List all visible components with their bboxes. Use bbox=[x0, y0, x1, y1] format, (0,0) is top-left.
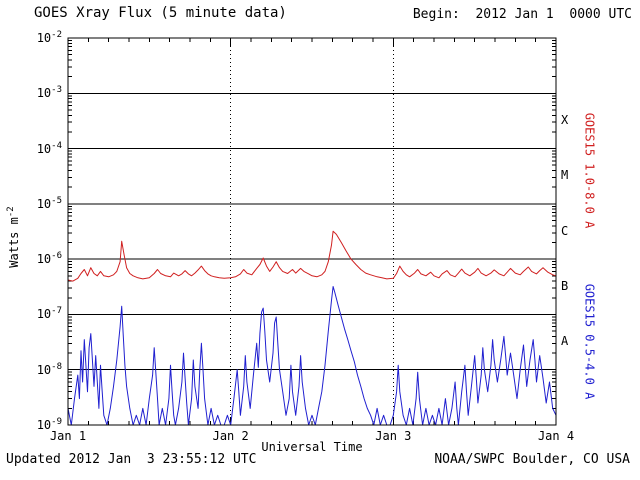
begin-label: Begin: 2012 Jan 1 0000 UTC bbox=[412, 7, 632, 22]
legend-red-goes15-long: GOES15 1.0-8.0 A bbox=[582, 112, 597, 229]
y-tick-label: 10-3 bbox=[36, 85, 62, 101]
x-tick-label: Jan 1 bbox=[49, 429, 87, 443]
plot-border bbox=[67, 37, 557, 426]
y-tick-label: 10-6 bbox=[36, 251, 62, 267]
x-tick-label: Jan 4 bbox=[537, 429, 575, 443]
class-band-label-b: B bbox=[561, 278, 569, 293]
class-band-label-a: A bbox=[561, 334, 569, 349]
y-tick-label: 10-4 bbox=[36, 140, 62, 156]
x-tick-label: Jan 2 bbox=[212, 429, 249, 443]
y-tick-label: 10-8 bbox=[36, 361, 62, 377]
x-tick-label: Jan 3 bbox=[375, 429, 412, 443]
credit-label: NOAA/SWPC Boulder, CO USA bbox=[434, 452, 630, 467]
legend-blue-goes15-short: GOES15 0.5-4.0 A bbox=[582, 283, 597, 400]
class-band-label-c: C bbox=[561, 223, 569, 238]
updated-timestamp: Updated 2012 Jan 3 23:55:12 UTC bbox=[6, 452, 257, 467]
y-tick-label: 10-5 bbox=[36, 195, 62, 211]
class-band-label-m: M bbox=[561, 168, 569, 183]
y-axis-title-text: Watts m bbox=[7, 217, 21, 268]
x-axis-title: Universal Time bbox=[261, 440, 363, 454]
chart-title: GOES Xray Flux (5 minute data) bbox=[34, 5, 287, 21]
y-axis-title-exponent: -2 bbox=[6, 206, 16, 218]
y-tick-label: 10-9 bbox=[36, 417, 62, 432]
series-line-xray-long bbox=[67, 230, 557, 282]
y-tick-label: 10-2 bbox=[36, 30, 62, 45]
y-axis-title: Watts m-2 bbox=[6, 182, 22, 292]
series-line-xray-short bbox=[67, 286, 557, 426]
y-tick-label: 10-7 bbox=[36, 306, 62, 322]
class-band-label-x: X bbox=[561, 112, 569, 127]
